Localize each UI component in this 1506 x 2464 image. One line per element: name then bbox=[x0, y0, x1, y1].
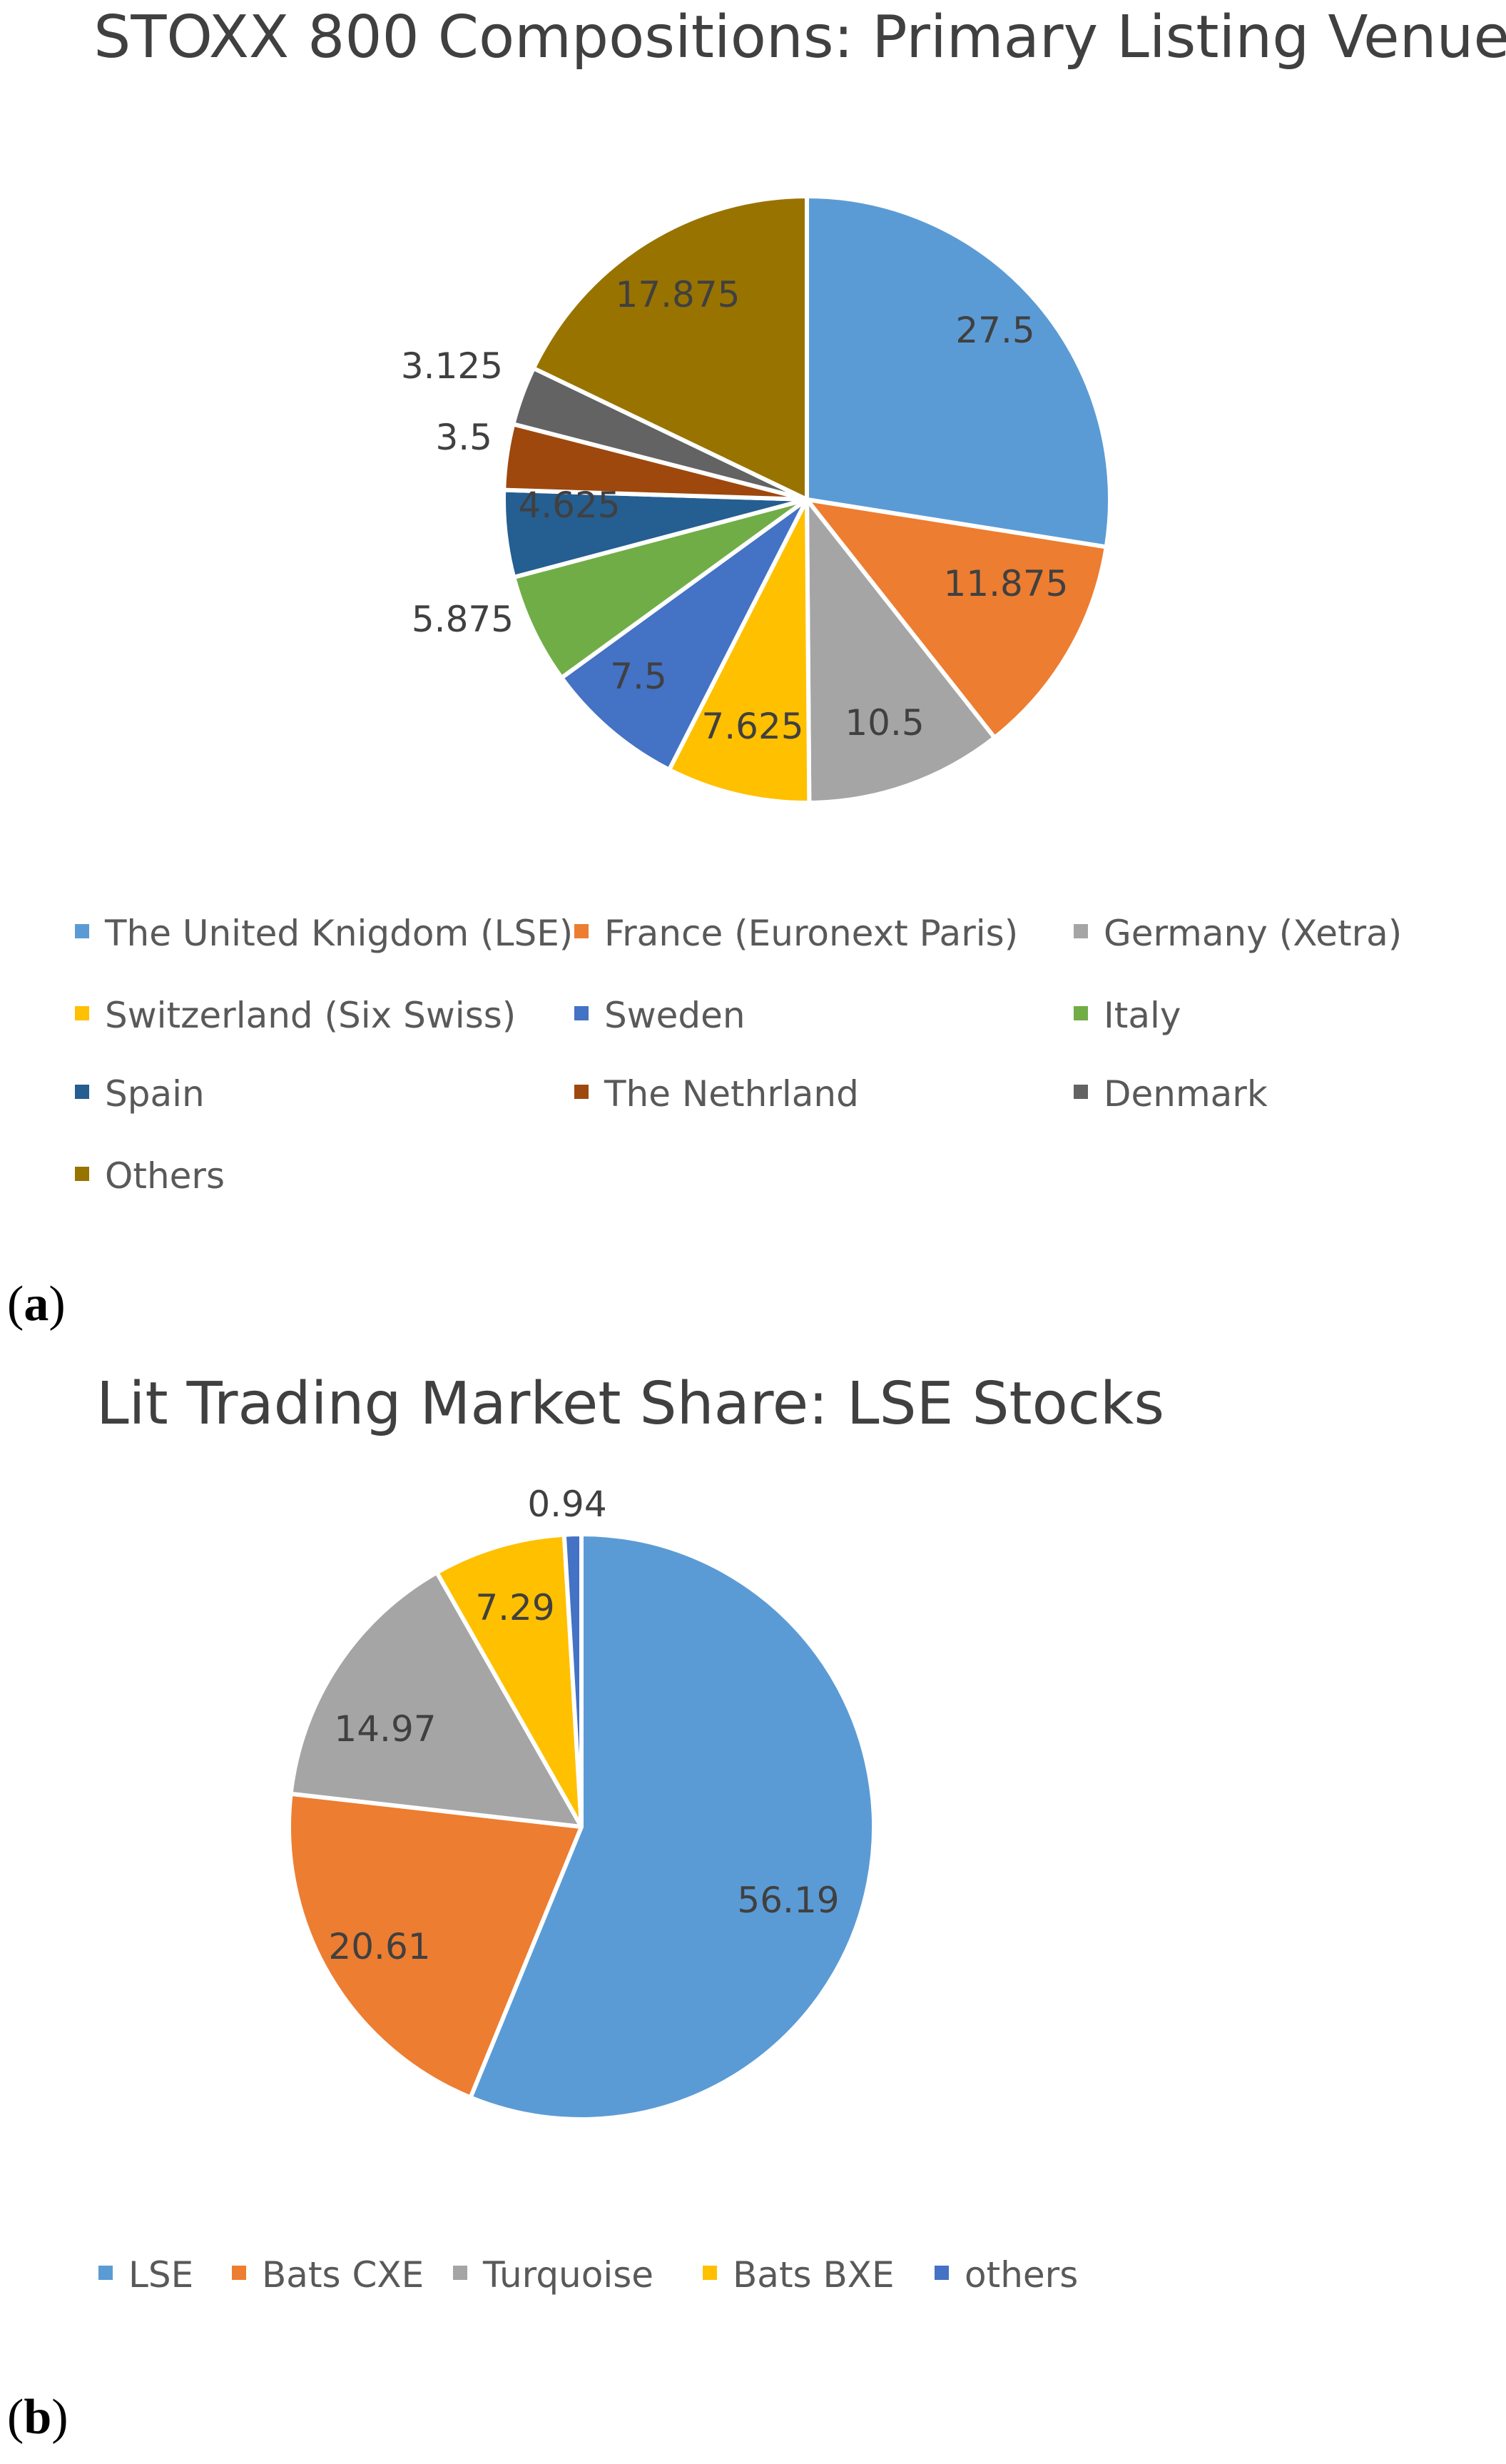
chart-b-title: Lit Trading Market Share: LSE Stocks bbox=[96, 1370, 1164, 1438]
chart-a-data-label-others: 17.875 bbox=[616, 274, 741, 315]
chart-a-legend-entry-the-nethrland: The Nethrland bbox=[574, 1073, 859, 1115]
chart-a-legend-swatch-switzerland-six-swiss bbox=[75, 1006, 89, 1020]
chart-b-legend-swatch-lse bbox=[98, 2266, 113, 2280]
chart-a-data-label-sweden: 7.5 bbox=[610, 656, 667, 697]
chart-a-legend-swatch-the-united-knigdom-lse bbox=[75, 924, 89, 938]
chart-a-slice-the-united-knigdom-lse bbox=[805, 194, 1112, 549]
chart-a-legend: The United Knigdom (LSE) France (Euronext… bbox=[75, 913, 1402, 1197]
chart-a-legend-label-france-euronext-paris: France (Euronext Paris) bbox=[604, 913, 1018, 954]
chart-a-legend-label-italy: Italy bbox=[1104, 995, 1181, 1036]
chart-a-legend-swatch-germany-xetra bbox=[1074, 924, 1088, 938]
chart-a-data-label-denmark: 3.125 bbox=[401, 345, 503, 387]
panel-label-a: (a) bbox=[7, 1277, 66, 1332]
chart-a-title: STOXX 800 Compositions: Primary Listing … bbox=[93, 4, 1506, 71]
panel-label-b: (b) bbox=[7, 2390, 68, 2445]
chart-b-legend-swatch-bats-cxe bbox=[232, 2266, 246, 2280]
chart-a-data-label-switzerland-six-swiss: 7.625 bbox=[701, 706, 803, 747]
chart-a-slice-sweden bbox=[559, 497, 809, 772]
chart-b-slice-turquoise bbox=[288, 1570, 584, 1829]
chart-a-legend-swatch-sweden bbox=[574, 1006, 589, 1020]
chart-a-data-label-france-euronext-paris: 11.875 bbox=[944, 563, 1069, 604]
chart-a-slice-italy bbox=[512, 497, 809, 680]
chart-a-legend-label-sweden: Sweden bbox=[604, 995, 746, 1036]
chart-a-primary-listing-venues: STOXX 800 Compositions: Primary Listing … bbox=[75, 4, 1506, 1197]
chart-b-legend: LSE Bats CXE Turquoise Bats BXE others bbox=[98, 2254, 1078, 2296]
chart-a-legend-label-denmark: Denmark bbox=[1104, 1073, 1268, 1115]
chart-b-slice-bats-bxe bbox=[434, 1532, 584, 1829]
chart-b-legend-entry-lse: LSE bbox=[98, 2254, 193, 2296]
chart-b-legend-swatch-bats-bxe bbox=[703, 2266, 717, 2280]
chart-a-legend-swatch-denmark bbox=[1074, 1085, 1088, 1099]
chart-a-data-label-spain: 4.625 bbox=[518, 485, 620, 526]
chart-b-legend-label-others: others bbox=[965, 2254, 1078, 2296]
chart-b-data-label-turquoise: 14.97 bbox=[334, 1708, 436, 1750]
chart-a-legend-label-germany-xetra: Germany (Xetra) bbox=[1104, 913, 1402, 954]
chart-a-legend-swatch-france-euronext-paris bbox=[574, 924, 589, 938]
chart-b-legend-swatch-others bbox=[935, 2266, 949, 2280]
chart-b-slice-bats-cxe bbox=[287, 1791, 584, 2100]
chart-a-legend-entry-denmark: Denmark bbox=[1074, 1073, 1268, 1115]
chart-a-legend-label-switzerland-six-swiss: Switzerland (Six Swiss) bbox=[105, 995, 516, 1036]
chart-b-legend-label-bats-bxe: Bats BXE bbox=[733, 2254, 895, 2296]
chart-a-data-label-germany-xetra: 10.5 bbox=[845, 702, 924, 744]
chart-b-lit-trading-market-share: Lit Trading Market Share: LSE Stocks 56.… bbox=[96, 1370, 1164, 2296]
chart-b-slice-others bbox=[561, 1531, 584, 1829]
chart-a-legend-entry-france-euronext-paris: France (Euronext Paris) bbox=[574, 913, 1018, 954]
chart-a-legend-swatch-the-nethrland bbox=[574, 1085, 589, 1099]
chart-b-legend-entry-bats-cxe: Bats CXE bbox=[232, 2254, 424, 2296]
chart-b-data-label-lse: 56.19 bbox=[737, 1880, 839, 1921]
chart-a-legend-swatch-others bbox=[75, 1167, 89, 1181]
chart-a-slice-switzerland-six-swiss bbox=[667, 497, 812, 805]
chart-b-legend-entry-turquoise: Turquoise bbox=[453, 2254, 653, 2296]
chart-a-legend-entry-sweden: Sweden bbox=[574, 995, 746, 1036]
chart-a-legend-entry-germany-xetra: Germany (Xetra) bbox=[1074, 913, 1402, 954]
chart-a-data-label-italy: 5.875 bbox=[412, 599, 514, 640]
chart-b-legend-entry-bats-bxe: Bats BXE bbox=[703, 2254, 895, 2296]
chart-a-legend-entry-the-united-knigdom-lse: The United Knigdom (LSE) bbox=[75, 913, 573, 954]
panel-label-a-letter: a bbox=[24, 1277, 49, 1332]
chart-b-legend-label-bats-cxe: Bats CXE bbox=[262, 2254, 424, 2296]
chart-b-legend-label-lse: LSE bbox=[128, 2254, 193, 2296]
chart-a-pie: 27.5 11.875 10.5 7.625 7.5 5.875 4.625 3.5 3.125… bbox=[401, 194, 1112, 805]
chart-b-data-label-bats-bxe: 7.29 bbox=[475, 1587, 554, 1628]
chart-a-legend-entry-others: Others bbox=[75, 1155, 225, 1197]
chart-a-legend-label-others: Others bbox=[105, 1155, 225, 1197]
chart-a-legend-swatch-italy bbox=[1074, 1006, 1088, 1020]
chart-a-data-label-the-nethrland: 3.5 bbox=[435, 417, 492, 458]
chart-b-pie: 56.19 20.61 14.97 7.29 0.94 bbox=[287, 1484, 876, 2121]
chart-b-legend-swatch-turquoise bbox=[453, 2266, 467, 2280]
panel-label-b-letter: b bbox=[24, 2390, 51, 2445]
chart-a-legend-label-the-nethrland: The Nethrland bbox=[604, 1073, 859, 1115]
chart-a-legend-entry-italy: Italy bbox=[1074, 995, 1181, 1036]
chart-a-legend-entry-switzerland-six-swiss: Switzerland (Six Swiss) bbox=[75, 995, 516, 1036]
chart-a-legend-entry-spain: Spain bbox=[75, 1073, 205, 1115]
chart-a-slice-germany-xetra bbox=[805, 497, 997, 805]
chart-b-legend-entry-others: others bbox=[935, 2254, 1078, 2296]
chart-b-slice-lse bbox=[468, 1532, 876, 2121]
chart-b-data-label-others: 0.94 bbox=[527, 1484, 606, 1525]
chart-b-data-label-bats-cxe: 20.61 bbox=[328, 1926, 430, 1967]
chart-a-legend-label-spain: Spain bbox=[105, 1073, 205, 1115]
chart-a-legend-label-the-united-knigdom-lse: The United Knigdom (LSE) bbox=[104, 913, 573, 954]
chart-a-data-label-the-united-knigdom-lse: 27.5 bbox=[955, 310, 1034, 351]
chart-a-slice-others bbox=[531, 194, 809, 502]
chart-a-slice-france-euronext-paris bbox=[805, 497, 1109, 740]
chart-a-legend-swatch-spain bbox=[75, 1085, 89, 1099]
chart-b-legend-label-turquoise: Turquoise bbox=[482, 2254, 653, 2296]
